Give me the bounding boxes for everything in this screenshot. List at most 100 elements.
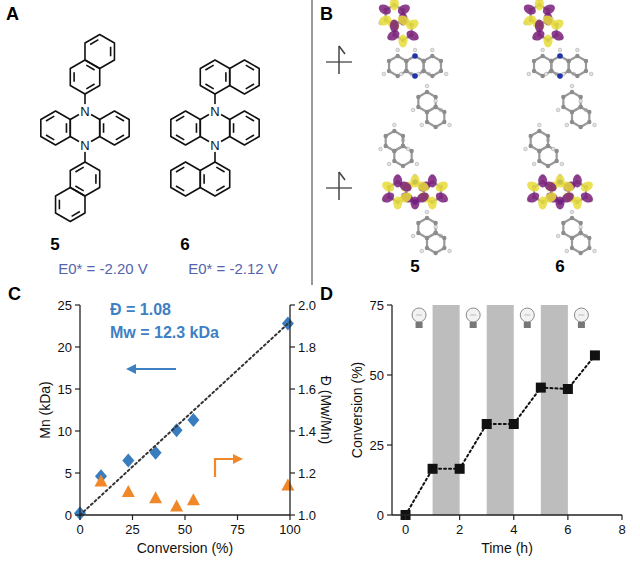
- c-atom: [570, 110, 574, 114]
- h-atom: [399, 72, 403, 76]
- y-tick-label: 5: [65, 466, 72, 481]
- h-atom: [556, 234, 560, 238]
- bulb-filament: [524, 315, 530, 316]
- h-atom: [420, 123, 424, 127]
- y-tick: [75, 388, 80, 389]
- y2-tick: [290, 304, 295, 305]
- atom-label: N: [210, 104, 219, 119]
- x-axis-title: Conversion (%): [137, 540, 233, 556]
- x-tick-label: 0: [402, 522, 409, 537]
- c-atom: [433, 231, 437, 235]
- bulb-filament: [416, 315, 422, 316]
- c-atom: [413, 54, 417, 58]
- h-atom: [444, 72, 448, 76]
- y-tick: [75, 514, 80, 515]
- c-atom: [433, 231, 437, 235]
- double-bond: [116, 135, 124, 140]
- double-bond: [66, 123, 68, 133]
- c-atom: [558, 74, 562, 78]
- h-atom: [420, 249, 424, 253]
- naphthyl: [48, 158, 107, 226]
- atom-label: N: [80, 138, 89, 153]
- y2-tick: [290, 388, 295, 389]
- h-atom: [379, 147, 383, 151]
- double-bond: [205, 84, 213, 89]
- data-point: [428, 464, 438, 474]
- orbital-lobe: [428, 175, 437, 188]
- c-atom: [395, 54, 399, 58]
- x-tick: [184, 515, 185, 520]
- y2-tick-label: 2.0: [298, 298, 316, 313]
- orbital-lobe: [522, 13, 538, 27]
- naphthyl: [171, 162, 230, 196]
- c-atom: [587, 110, 591, 114]
- orbital-lobe: [428, 197, 437, 210]
- c-atom: [401, 134, 405, 138]
- c-atom: [433, 105, 437, 109]
- y2-axis: [289, 305, 290, 515]
- double-bond: [176, 167, 184, 172]
- c-atom: [537, 129, 541, 133]
- ring-bond: [230, 111, 259, 145]
- data-point: [122, 453, 134, 467]
- annotation: Mw = 12.3 kDa: [110, 324, 219, 341]
- naphthyl: [200, 60, 259, 94]
- h-atom: [579, 225, 583, 229]
- orbital-lobe: [380, 179, 396, 193]
- h-atom: [382, 72, 386, 76]
- c-atom: [549, 69, 553, 73]
- skeleton: [569, 56, 586, 76]
- c-atom: [416, 221, 420, 225]
- h-atom: [413, 48, 417, 52]
- c-atom: [578, 231, 582, 235]
- n-atom: [557, 73, 563, 79]
- bulb-base: [578, 322, 585, 328]
- x-tick: [237, 515, 238, 520]
- data-point: [455, 464, 465, 474]
- c-atom: [383, 144, 387, 148]
- ring-bond: [230, 60, 259, 94]
- x-tick-label: 2: [456, 522, 463, 537]
- h-atom: [448, 249, 452, 253]
- c-atom: [561, 95, 565, 99]
- data-point: [187, 493, 200, 505]
- orbital-lobe: [543, 190, 559, 204]
- orbital-lobe: [579, 179, 595, 193]
- h-atom: [411, 234, 415, 238]
- h-atom: [434, 225, 438, 229]
- h-atom: [570, 210, 574, 214]
- double-bond: [246, 65, 254, 70]
- compound-label: 6: [180, 235, 189, 254]
- c-atom: [537, 159, 541, 163]
- y2-tick-label: 1.6: [298, 382, 316, 397]
- double-bond: [106, 47, 114, 57]
- spin-arrow: [338, 172, 340, 200]
- orbital-lobe: [380, 190, 396, 204]
- c-atom: [546, 134, 550, 138]
- atom-bg: [78, 104, 92, 118]
- h-atom: [448, 123, 452, 127]
- x-tick: [567, 515, 568, 520]
- c-atom: [404, 59, 408, 63]
- c-atom: [566, 59, 570, 63]
- c-atom: [425, 90, 429, 94]
- c-atom: [409, 159, 413, 163]
- h-atom: [593, 249, 597, 253]
- c-atom: [546, 144, 550, 148]
- h-atom: [556, 108, 560, 112]
- axis-arrow: [215, 459, 236, 477]
- skeleton: [572, 107, 589, 127]
- orbital-lobe: [390, 20, 399, 33]
- orbital-plot: [377, 0, 451, 129]
- c-atom: [433, 221, 437, 225]
- atom-label: N: [80, 104, 89, 119]
- bulb-glass: [412, 308, 426, 322]
- c-atom: [425, 246, 429, 250]
- y-tick-label: 50: [370, 368, 384, 383]
- h-atom: [593, 123, 597, 127]
- c-atom: [430, 54, 434, 58]
- divider: [311, 0, 312, 285]
- c-atom: [401, 144, 405, 148]
- c-atom: [549, 59, 553, 63]
- data-point: [590, 350, 600, 360]
